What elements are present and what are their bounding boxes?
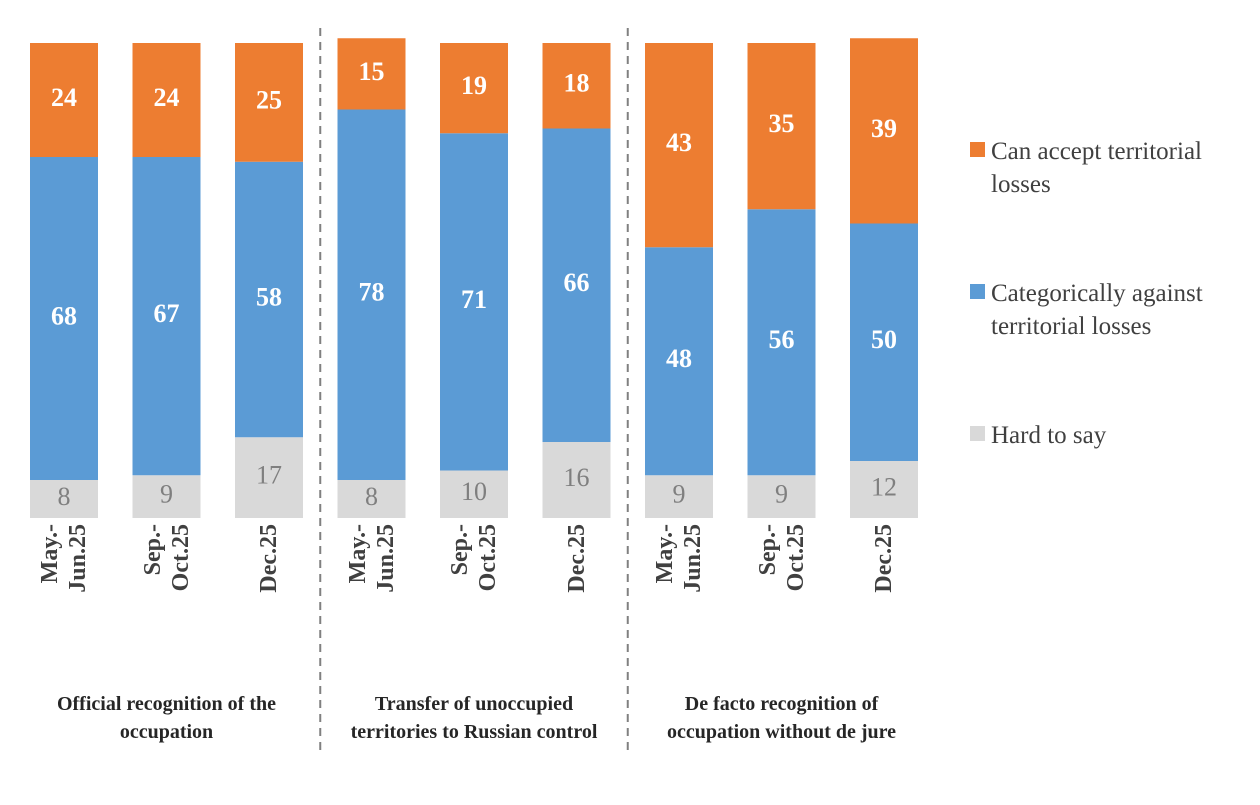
bar-segment [440,470,508,518]
value-label: 50 [871,325,897,354]
value-label: 17 [256,461,282,490]
x-tick-label: Dec.25 [563,524,590,593]
value-label: 9 [775,480,788,509]
legend-label: Can accept territorial losses [991,138,1202,198]
value-label: 9 [160,480,173,509]
bar-segment [645,475,713,518]
bar-segment [235,161,303,438]
value-label: 67 [154,299,180,328]
bar-segment [132,157,201,476]
value-label: 10 [461,477,487,506]
x-tick-label: Dec.25 [256,524,282,593]
value-label: 18 [564,69,590,98]
x-tick-label: May.- Jun.25 [652,524,706,593]
x-tick-label: May.- Jun.25 [344,524,399,593]
bar-segment [337,109,406,480]
value-label: 78 [359,278,385,307]
value-label: 48 [666,344,692,373]
bar-segment [542,442,611,518]
bar-segment [850,461,918,518]
bar-segment [440,43,508,134]
bar-segment [30,157,98,480]
bar-segment [645,247,713,476]
x-tick-label: Sep.- Oct.25 [139,524,194,592]
value-label: 66 [564,268,590,297]
x-tick-label: Sep.- Oct.25 [754,524,809,592]
value-label: 71 [461,285,487,314]
bar-segment [30,480,98,518]
legend-swatch [970,284,985,299]
bar-segment [850,223,918,461]
bar-segment [440,133,508,471]
value-label: 43 [666,128,692,157]
value-label: 24 [51,83,77,112]
legend-swatch [970,426,985,441]
bar-segment [132,475,201,518]
x-tick-label: May.- Jun.25 [37,524,91,593]
value-label: 15 [359,57,385,86]
bar-segment [747,43,816,210]
legend-label: Hard to say [991,422,1107,449]
value-label: 12 [871,472,897,501]
bar-segment [645,43,713,248]
legend-swatch [970,142,985,157]
value-label: 24 [154,83,180,112]
value-label: 19 [461,71,487,100]
value-label: 35 [769,109,795,138]
value-label: 56 [769,325,795,354]
bar-segment [747,209,816,476]
bar-segment [30,43,98,157]
value-label: 39 [871,114,897,143]
bar-segment [337,480,406,518]
value-label: 8 [365,482,378,511]
value-label: 16 [564,463,590,492]
value-label: 8 [58,482,71,511]
bar-segment [542,128,611,442]
x-tick-label: Sep.- Oct.25 [447,524,501,592]
value-label: 25 [256,85,282,114]
group-label: Transfer of unoccupied territories to Ru… [350,693,598,743]
value-label: 9 [673,480,686,509]
bar-segment [337,38,406,110]
bar-segment [747,475,816,518]
value-label: 58 [256,282,282,311]
bar-segment [542,43,611,129]
group-label: Official recognition of the occupation [56,693,277,743]
group-label: De facto recognition of occupation witho… [666,693,897,743]
bar-segment [235,43,303,162]
bar-segment [850,38,918,224]
legend-label: Categorically against territorial losses [991,280,1203,340]
value-label: 68 [51,301,77,330]
bar-segment [132,43,201,157]
bar-segment [235,437,303,518]
x-tick-label: Dec.25 [871,524,897,593]
